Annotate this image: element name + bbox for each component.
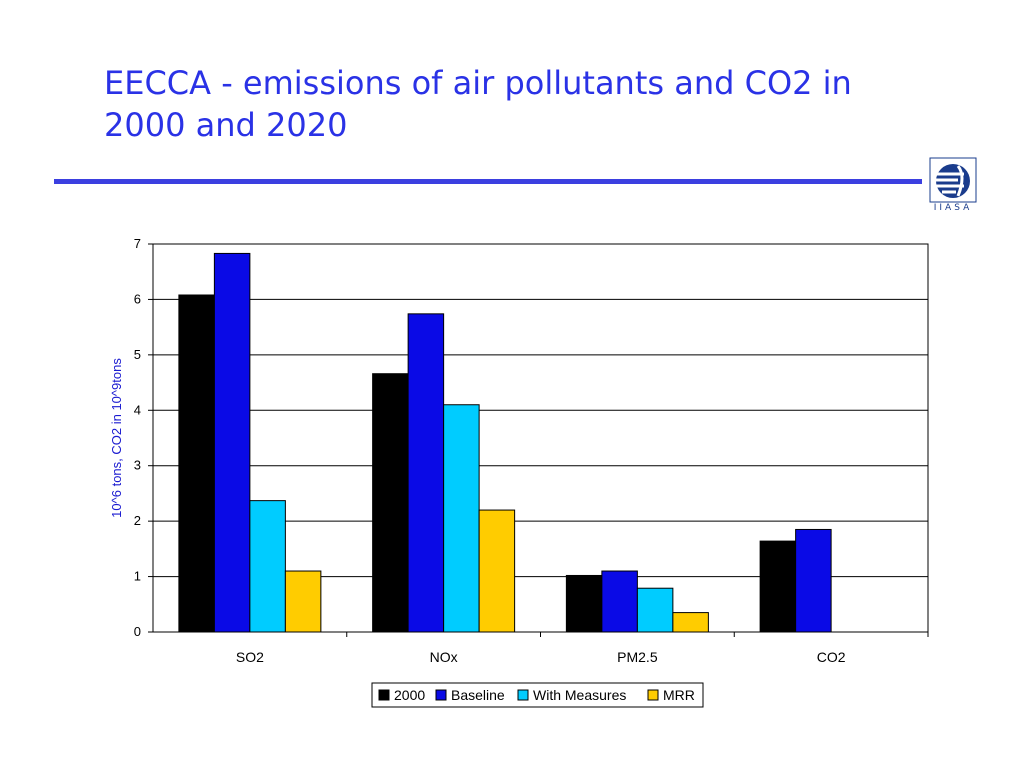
bar-so2-2000 <box>178 294 215 633</box>
bar-co2-baseline <box>795 528 832 633</box>
x-category-label: SO2 <box>236 649 264 665</box>
bar-pm25-2000 <box>565 574 603 633</box>
y-tick-label: 3 <box>134 458 141 473</box>
legend-label: With Measures <box>533 687 626 703</box>
slide-title: EECCA - emissions of air pollutants and … <box>104 64 852 144</box>
bar-pm25-baseline <box>601 570 638 633</box>
bar-co2-2000 <box>759 540 797 633</box>
y-axis-label: 10^6 tons, CO2 in 10^9tons <box>109 358 124 518</box>
iiasa-logo-icon <box>929 157 977 203</box>
bar-nox-with-measures <box>443 404 480 633</box>
bar-pm25-mrr <box>672 612 709 633</box>
bar-so2-baseline <box>213 252 251 633</box>
x-category-label: CO2 <box>817 649 846 665</box>
legend-label: 2000 <box>394 687 425 703</box>
bar-so2-with-measures <box>249 500 286 633</box>
y-tick-label: 0 <box>134 624 141 639</box>
y-tick-label: 5 <box>134 347 141 362</box>
y-tick-label: 2 <box>134 513 141 528</box>
bar-so2-mrr <box>284 570 322 633</box>
y-tick-label: 7 <box>134 236 141 251</box>
legend-swatch <box>378 689 390 701</box>
bar-pm25-with-measures <box>636 587 674 633</box>
bar-nox-baseline <box>407 313 445 633</box>
bar-nox-2000 <box>372 373 409 633</box>
logo-text: IIASA <box>933 203 973 213</box>
bar-nox-mrr <box>478 509 516 633</box>
x-category-label: PM2.5 <box>617 649 658 665</box>
legend-label: Baseline <box>451 687 505 703</box>
y-tick-label: 1 <box>134 569 141 584</box>
legend-swatch <box>647 689 659 701</box>
y-tick-label: 6 <box>134 291 141 306</box>
x-category-label: NOx <box>430 649 458 665</box>
legend-swatch <box>517 689 529 701</box>
title-underline <box>54 179 922 184</box>
y-tick-label: 4 <box>134 402 141 417</box>
legend-label: MRR <box>663 687 695 703</box>
legend-swatch <box>435 689 447 701</box>
